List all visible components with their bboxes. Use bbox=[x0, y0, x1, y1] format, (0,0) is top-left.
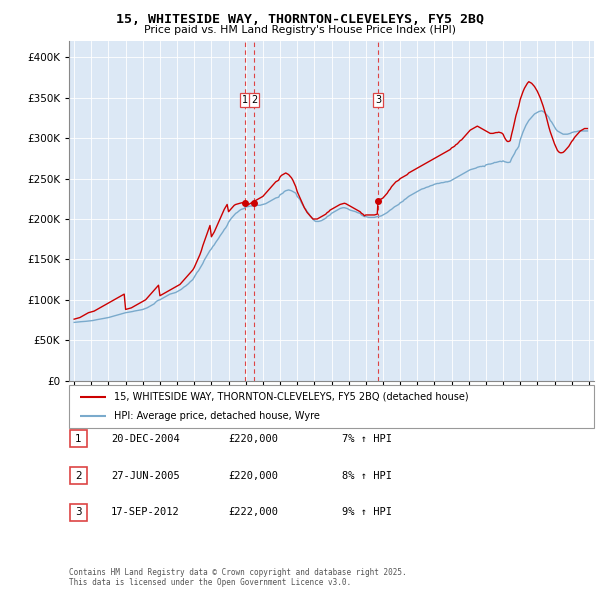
Text: £220,000: £220,000 bbox=[228, 434, 278, 444]
Text: £220,000: £220,000 bbox=[228, 471, 278, 480]
Text: 17-SEP-2012: 17-SEP-2012 bbox=[111, 507, 180, 517]
Text: 2: 2 bbox=[75, 471, 82, 480]
Text: HPI: Average price, detached house, Wyre: HPI: Average price, detached house, Wyre bbox=[113, 411, 320, 421]
Text: 7% ↑ HPI: 7% ↑ HPI bbox=[342, 434, 392, 444]
Text: Price paid vs. HM Land Registry's House Price Index (HPI): Price paid vs. HM Land Registry's House … bbox=[144, 25, 456, 35]
Text: 27-JUN-2005: 27-JUN-2005 bbox=[111, 471, 180, 480]
Text: 1: 1 bbox=[75, 434, 82, 444]
Text: 3: 3 bbox=[75, 507, 82, 517]
Text: 3: 3 bbox=[375, 95, 381, 105]
Text: 15, WHITESIDE WAY, THORNTON-CLEVELEYS, FY5 2BQ (detached house): 15, WHITESIDE WAY, THORNTON-CLEVELEYS, F… bbox=[113, 392, 468, 402]
FancyBboxPatch shape bbox=[70, 467, 87, 484]
Text: 1: 1 bbox=[242, 95, 248, 105]
Text: 2: 2 bbox=[251, 95, 257, 105]
FancyBboxPatch shape bbox=[70, 431, 87, 447]
FancyBboxPatch shape bbox=[69, 385, 594, 428]
Text: 9% ↑ HPI: 9% ↑ HPI bbox=[342, 507, 392, 517]
Text: 20-DEC-2004: 20-DEC-2004 bbox=[111, 434, 180, 444]
FancyBboxPatch shape bbox=[70, 504, 87, 520]
Text: 15, WHITESIDE WAY, THORNTON-CLEVELEYS, FY5 2BQ: 15, WHITESIDE WAY, THORNTON-CLEVELEYS, F… bbox=[116, 13, 484, 26]
Text: Contains HM Land Registry data © Crown copyright and database right 2025.
This d: Contains HM Land Registry data © Crown c… bbox=[69, 568, 407, 587]
Text: 8% ↑ HPI: 8% ↑ HPI bbox=[342, 471, 392, 480]
Text: £222,000: £222,000 bbox=[228, 507, 278, 517]
